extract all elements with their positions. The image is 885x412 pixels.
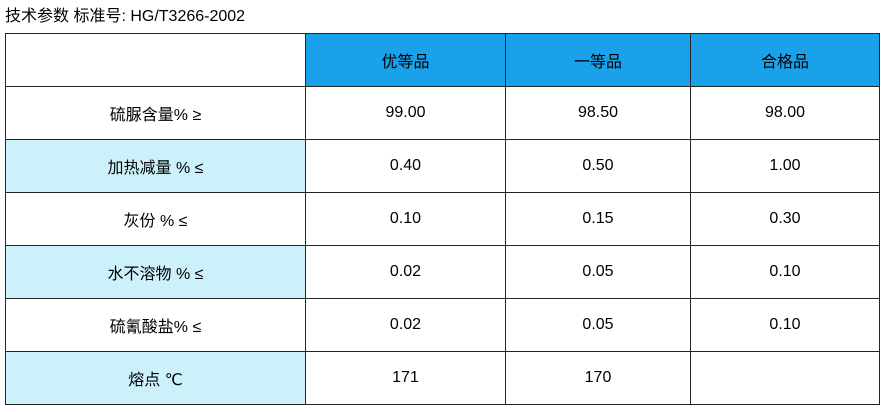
param-label-cell: 水不溶物 % ≤ [5,245,306,299]
value-cell: 0.40 [305,139,506,193]
param-label-cell: 熔点 ℃ [5,351,306,405]
value-cell: 0.50 [505,139,691,193]
header-row: 优等品 一等品 合格品 [5,33,880,87]
param-label-cell: 加热减量 % ≤ [5,139,306,193]
value-cell: 0.02 [305,298,506,352]
value-cell: 99.00 [305,86,506,140]
spec-table: 优等品 一等品 合格品 硫脲含量% ≥ 99.00 98.50 98.00 加热… [5,33,880,405]
header-grade-first: 一等品 [505,33,691,87]
table-row: 水不溶物 % ≤ 0.02 0.05 0.10 [5,245,880,299]
header-grade-qualified: 合格品 [690,33,880,87]
value-cell: 170 [505,351,691,405]
param-label-cell: 硫脲含量% ≥ [5,86,306,140]
header-empty-cell [5,33,306,87]
table-row: 灰份 % ≤ 0.10 0.15 0.30 [5,192,880,246]
value-cell: 171 [305,351,506,405]
value-cell: 0.15 [505,192,691,246]
value-cell: 0.10 [690,298,880,352]
header-grade-premium: 优等品 [305,33,506,87]
table-row: 硫氰酸盐% ≤ 0.02 0.05 0.10 [5,298,880,352]
table-row: 熔点 ℃ 171 170 [5,351,880,405]
value-cell: 98.50 [505,86,691,140]
value-cell: 98.00 [690,86,880,140]
value-cell: 0.10 [305,192,506,246]
param-label-cell: 灰份 % ≤ [5,192,306,246]
param-label-cell: 硫氰酸盐% ≤ [5,298,306,352]
value-cell: 0.30 [690,192,880,246]
page-title: 技术参数 标准号: HG/T3266-2002 [5,8,246,25]
value-cell: 1.00 [690,139,880,193]
value-cell: 0.02 [305,245,506,299]
value-cell: 0.05 [505,245,691,299]
table-row: 加热减量 % ≤ 0.40 0.50 1.00 [5,139,880,193]
value-cell: 0.10 [690,245,880,299]
table-row: 硫脲含量% ≥ 99.00 98.50 98.00 [5,86,880,140]
value-cell: 0.05 [505,298,691,352]
value-cell [690,351,880,405]
